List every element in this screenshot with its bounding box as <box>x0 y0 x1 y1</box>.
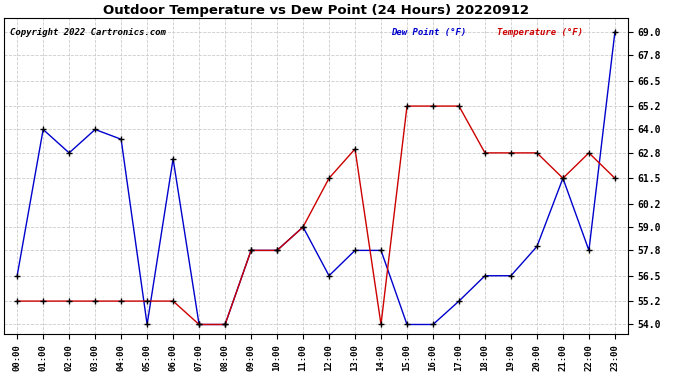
Text: Copyright 2022 Cartronics.com: Copyright 2022 Cartronics.com <box>10 28 166 37</box>
Text: Dew Point (°F): Dew Point (°F) <box>391 28 466 37</box>
Title: Outdoor Temperature vs Dew Point (24 Hours) 20220912: Outdoor Temperature vs Dew Point (24 Hou… <box>103 4 529 17</box>
Text: Temperature (°F): Temperature (°F) <box>497 28 583 37</box>
